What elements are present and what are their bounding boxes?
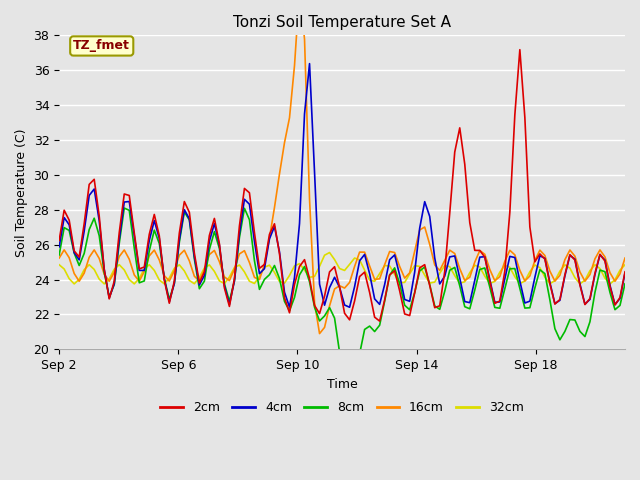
Y-axis label: Soil Temperature (C): Soil Temperature (C)	[15, 128, 28, 257]
X-axis label: Time: Time	[326, 378, 358, 391]
Text: TZ_fmet: TZ_fmet	[74, 39, 130, 52]
Title: Tonzi Soil Temperature Set A: Tonzi Soil Temperature Set A	[233, 15, 451, 30]
Legend: 2cm, 4cm, 8cm, 16cm, 32cm: 2cm, 4cm, 8cm, 16cm, 32cm	[156, 396, 529, 420]
